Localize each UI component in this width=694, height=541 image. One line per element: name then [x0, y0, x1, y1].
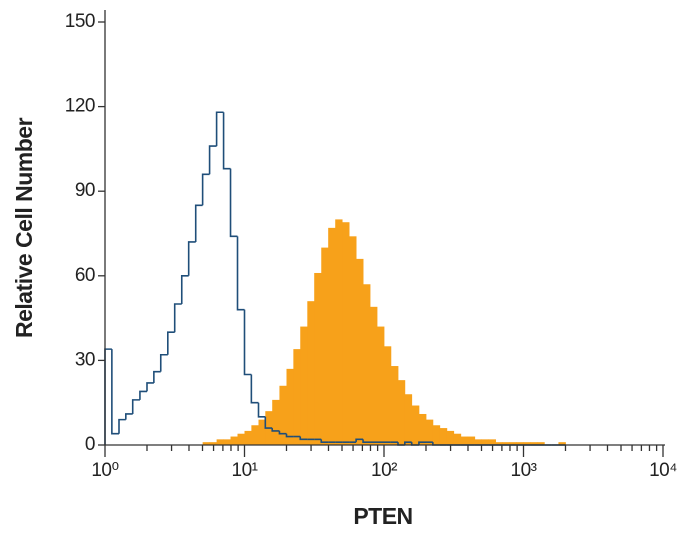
histogram-step	[187, 241, 196, 276]
histogram-bar	[398, 380, 406, 445]
histogram-bar	[460, 436, 469, 445]
y-axis-label: Relative Cell Number	[11, 117, 37, 338]
histogram-step	[131, 399, 140, 414]
histogram-bar	[314, 272, 322, 445]
histogram-bar	[488, 439, 497, 445]
histogram-step	[229, 168, 238, 238]
x-tick-label: 10²	[371, 460, 397, 481]
histogram-bar	[356, 258, 364, 445]
histogram-bar	[230, 436, 238, 445]
histogram-step	[257, 402, 266, 418]
histogram-bar	[516, 442, 524, 445]
histogram-step	[180, 275, 189, 304]
histogram-bar	[237, 433, 245, 445]
histogram-bar	[432, 425, 441, 445]
histogram-step	[418, 441, 426, 445]
histogram-bar	[293, 349, 301, 445]
histogram-step	[194, 204, 203, 242]
histogram-bar	[558, 442, 566, 445]
histogram-step	[278, 430, 287, 435]
histogram-bar	[202, 442, 210, 445]
histogram-step	[111, 349, 120, 435]
histogram-bar	[377, 326, 385, 445]
histogram-bar	[258, 419, 266, 445]
histogram-bar	[502, 442, 510, 445]
histogram-bar	[509, 442, 517, 445]
histogram-step	[146, 382, 154, 392]
histogram-bar	[523, 442, 531, 445]
histogram-bar	[418, 413, 427, 445]
histogram-step	[236, 236, 245, 311]
histogram-step	[243, 309, 252, 376]
histogram-bar	[363, 284, 371, 445]
x-tick-label: 10¹	[232, 460, 258, 481]
histogram-step	[167, 331, 175, 355]
y-tick-label: 60	[75, 265, 95, 286]
histogram-step	[125, 413, 133, 420]
histogram-bar	[537, 442, 545, 445]
histogram-bar	[390, 366, 399, 445]
histogram-bar	[404, 394, 413, 445]
histogram-step	[104, 348, 112, 445]
histogram-bar	[349, 236, 357, 445]
y-tick-label: 30	[75, 349, 95, 370]
x-tick-label: 10⁰	[91, 460, 118, 481]
histogram-bar	[439, 428, 448, 445]
histogram-bar	[223, 439, 231, 445]
histogram-step	[250, 374, 259, 404]
y-tick-label: 0	[85, 434, 95, 455]
histogram-bar	[300, 326, 308, 445]
histogram-bar	[481, 439, 489, 445]
x-tick-label: 10⁴	[649, 460, 677, 481]
histogram-step	[201, 173, 210, 206]
histogram-bar	[370, 306, 378, 445]
histogram-bar	[384, 346, 392, 445]
histogram-bar	[272, 399, 280, 445]
histogram-bar	[307, 301, 315, 445]
histogram-step	[153, 370, 161, 383]
y-tick-label: 150	[65, 11, 95, 32]
histogram-bar	[244, 430, 252, 445]
histogram-bar	[467, 436, 476, 445]
histogram-step	[222, 112, 231, 170]
x-tick-label: 10³	[511, 460, 537, 481]
histogram-step	[264, 416, 273, 429]
histogram-bar	[495, 442, 503, 445]
histogram-step	[139, 390, 147, 400]
histogram-step	[320, 439, 329, 443]
histogram-bar	[453, 433, 462, 445]
histogram-step	[208, 145, 217, 175]
histogram-bar	[411, 405, 420, 445]
histogram-bar	[209, 442, 218, 445]
histogram-step	[299, 436, 308, 441]
histogram-step	[362, 439, 371, 443]
histogram-bar	[446, 430, 455, 445]
histogram-bar	[286, 368, 294, 445]
histogram-step	[285, 433, 294, 438]
histogram-step	[404, 441, 412, 445]
histogram-bar	[474, 439, 483, 445]
histogram-bar	[279, 385, 287, 445]
histogram-step	[355, 438, 364, 443]
histogram-bar	[216, 439, 224, 445]
histogram-bar	[335, 219, 343, 445]
x-axis-label: PTEN	[353, 503, 412, 529]
histogram-bar	[530, 442, 538, 445]
y-tick-label: 90	[75, 180, 95, 201]
histogram-step	[159, 353, 168, 372]
histogram-bar	[321, 247, 329, 445]
y-tick-label: 120	[65, 96, 95, 117]
histogram-bar	[251, 425, 259, 445]
histogram-step	[215, 111, 224, 147]
histogram-bar	[328, 227, 336, 445]
histogram-bar	[425, 419, 434, 445]
histogram-step	[173, 303, 182, 333]
histogram-bar	[342, 222, 350, 445]
histogram-step	[118, 418, 126, 434]
histogram-step	[271, 428, 280, 432]
